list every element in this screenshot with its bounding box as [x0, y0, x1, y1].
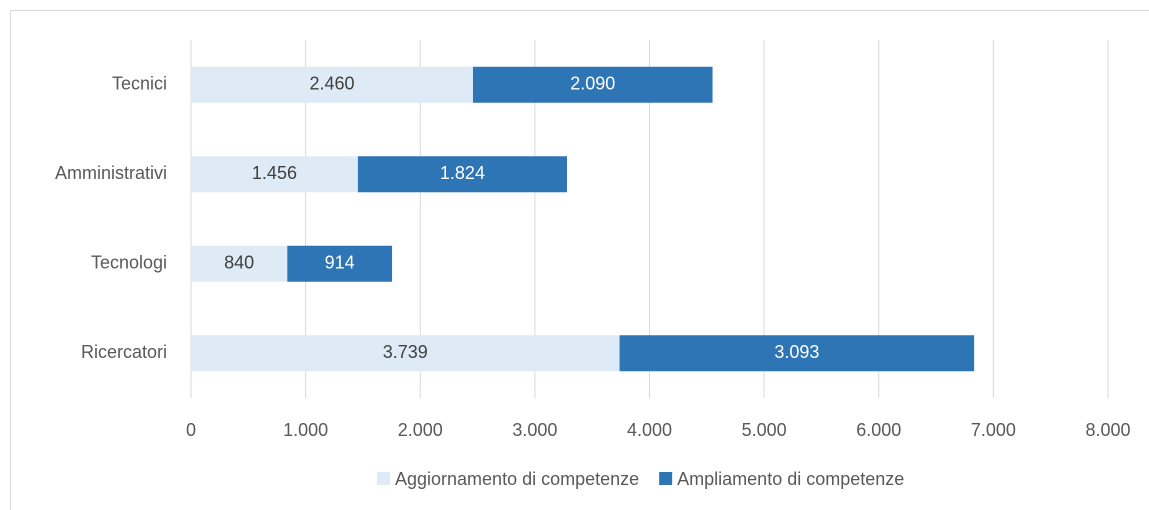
chart-frame — [10, 10, 1149, 510]
data-label: 3.093 — [774, 342, 819, 362]
bar-segment — [357, 156, 567, 193]
x-tick-label: 1.000 — [283, 420, 328, 440]
data-label: 1.456 — [252, 163, 297, 183]
x-tick-label: 6.000 — [856, 420, 901, 440]
data-label: 2.460 — [309, 74, 354, 94]
data-label: 2.090 — [570, 74, 615, 94]
x-tick-label: 5.000 — [742, 420, 787, 440]
bar-segment — [191, 335, 620, 372]
bar-segment — [287, 245, 393, 282]
legend-swatch — [377, 472, 390, 485]
data-label: 914 — [325, 253, 355, 273]
y-tick-label: Ricercatori — [81, 342, 167, 362]
bar-segment — [191, 156, 358, 193]
bar-segment — [472, 66, 713, 103]
legend-label: Ampliamento di competenze — [677, 469, 904, 489]
x-tick-label: 7.000 — [971, 420, 1016, 440]
data-label: 1.824 — [440, 163, 485, 183]
x-tick-label: 0 — [186, 420, 196, 440]
bar-segment — [191, 66, 473, 103]
legend-swatch — [659, 472, 673, 485]
legend-label: Aggiornamento di competenze — [395, 469, 639, 489]
y-tick-label: Amministrativi — [55, 163, 167, 183]
data-label: 840 — [224, 253, 254, 273]
y-tick-label: Tecnici — [112, 74, 167, 94]
y-tick-label: Tecnologi — [91, 253, 167, 273]
x-tick-label: 8.000 — [1085, 420, 1130, 440]
bar-segment — [191, 245, 288, 282]
data-label: 3.739 — [383, 342, 428, 362]
x-tick-label: 4.000 — [627, 420, 672, 440]
bar-segment — [619, 335, 975, 372]
x-tick-label: 3.000 — [512, 420, 557, 440]
x-tick-label: 2.000 — [398, 420, 443, 440]
